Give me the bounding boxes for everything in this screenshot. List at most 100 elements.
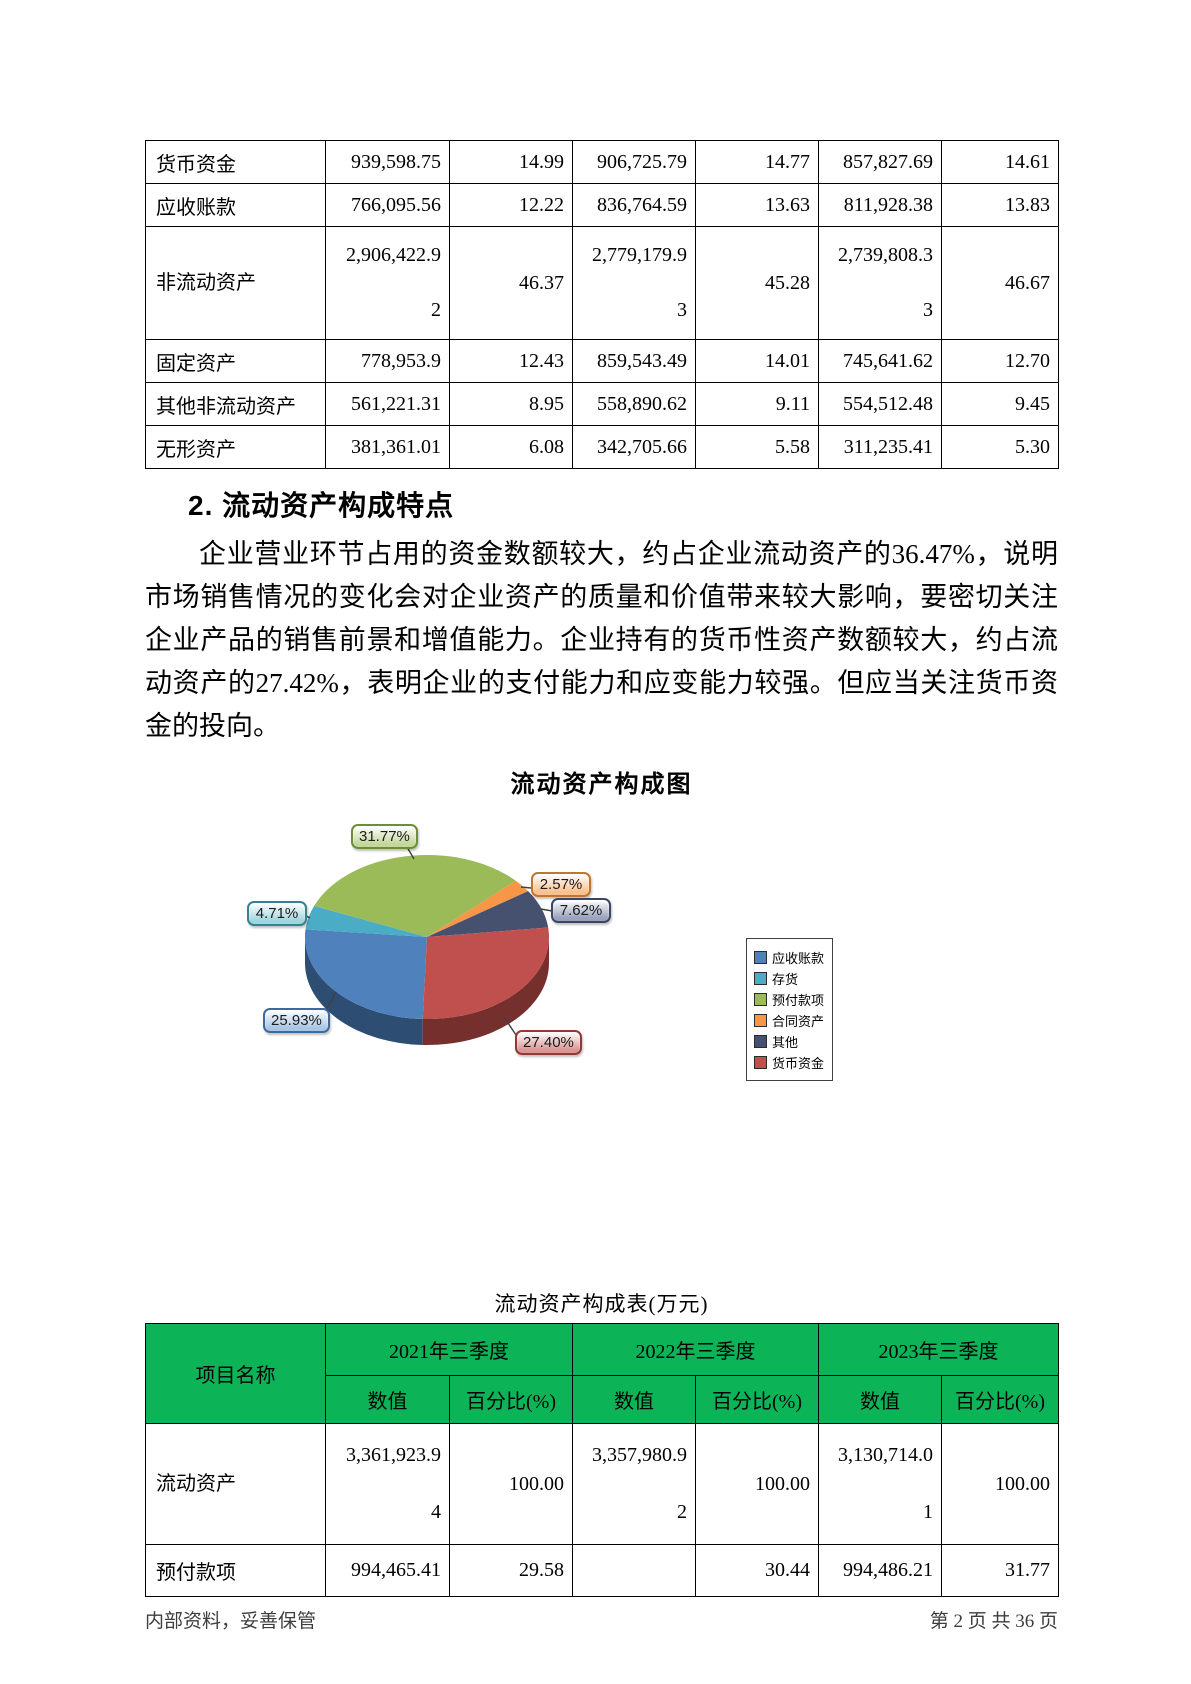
legend-item: 其他 — [754, 1031, 832, 1052]
current-asset-structure-table: 项目名称 2021年三季度 2022年三季度 2023年三季度 数值 百分比(%… — [145, 1323, 1059, 1597]
legend-label: 货币资金 — [772, 1056, 825, 1071]
legend-swatch-icon — [754, 1035, 767, 1048]
table-cell: 45.28 — [695, 226, 819, 340]
table-cell: 6.08 — [449, 425, 573, 469]
footer-confidential-note: 内部资料，妥善保管 — [145, 1611, 317, 1632]
row-label: 应收账款 — [145, 183, 326, 227]
table-cell: 14.77 — [695, 140, 819, 184]
table-cell: 766,095.56 — [325, 183, 450, 227]
row-label: 固定资产 — [145, 339, 326, 383]
table-cell: 857,827.69 — [818, 140, 942, 184]
col-header-2021: 2021年三季度 — [325, 1323, 573, 1376]
table-cell: 12.22 — [449, 183, 573, 227]
section-paragraph: 企业营业环节占用的资金数额较大，约占企业流动资产的36.47%，说明市场销售情况… — [145, 539, 1058, 741]
col-header-2022: 2022年三季度 — [572, 1323, 819, 1376]
asset-structure-table: 货币资金 939,598.75 14.99 906,725.79 14.77 857,82… — [145, 140, 1059, 469]
table-cell: 554,512.48 — [818, 382, 942, 426]
chart-legend: 应收账款存货预付款项合同资产其他货币资金 — [746, 938, 833, 1081]
col-header-value: 数值 — [572, 1375, 696, 1424]
legend-swatch-icon — [754, 993, 767, 1006]
table-cell: 859,543.49 — [572, 339, 696, 383]
legend-label: 合同资产 — [772, 1014, 825, 1029]
col-header-2023: 2023年三季度 — [818, 1323, 1059, 1376]
col-header-pct: 百分比(%) — [449, 1375, 573, 1424]
table-cell: 14.01 — [695, 339, 819, 383]
table-cell: 939,598.75 — [325, 140, 450, 184]
table-cell: 31.77 — [941, 1544, 1059, 1597]
pie-slice — [427, 880, 529, 937]
legend-label: 应收账款 — [772, 951, 825, 966]
col-header-value: 数值 — [818, 1375, 942, 1424]
legend-swatch-icon — [754, 1014, 767, 1027]
table-cell: 2,906,422.9 2 — [325, 226, 450, 340]
table-cell: 30.44 — [695, 1544, 819, 1597]
footer-page-number: 第 2 页 共 36 页 — [929, 1611, 1058, 1632]
col-header-item: 项目名称 — [145, 1323, 326, 1424]
pie-callout-line — [520, 886, 532, 889]
col-header-pct: 百分比(%) — [941, 1375, 1059, 1424]
pie-slice — [314, 854, 516, 937]
pie-label-prepayments: 31.77% — [351, 824, 418, 849]
table-cell: 100.00 — [695, 1423, 819, 1545]
table-cell: 5.30 — [941, 425, 1059, 469]
legend-label: 预付款项 — [772, 993, 825, 1008]
table-row: 固定资产 778,953.9 12.43 859,543.49 14.01 745,641… — [145, 339, 1059, 383]
pie-slice — [427, 891, 549, 937]
table-cell: 994,465.41 — [325, 1544, 450, 1597]
row-label: 非流动资产 — [145, 226, 326, 340]
table-cell: 3,361,923.9 4 — [325, 1423, 450, 1545]
table-cell: 5.58 — [695, 425, 819, 469]
table-cell: 2,779,179.9 3 — [572, 226, 696, 340]
pie-chart-canvas — [298, 846, 553, 1046]
row-label: 无形资产 — [145, 425, 326, 469]
section-heading: 2. 流动资产构成特点 — [188, 490, 455, 521]
pie-slice — [422, 927, 550, 1020]
table-cell: 2,739,808.3 3 — [818, 226, 942, 340]
table-cell: 836,764.59 — [572, 183, 696, 227]
pie-callout-line — [406, 846, 415, 860]
legend-swatch-icon — [754, 1056, 767, 1069]
table-cell: 311,235.41 — [818, 425, 942, 469]
table-row: 非流动资产 2,906,422.9 2 46.37 2,779,179.9 3 45.28 2… — [145, 226, 1059, 340]
table-row: 其他非流动资产 561,221.31 8.95 558,890.62 9.11 554,5… — [145, 382, 1059, 426]
row-label: 其他非流动资产 — [145, 382, 326, 426]
table-cell: 381,361.01 — [325, 425, 450, 469]
legend-item: 预付款项 — [754, 989, 832, 1010]
table-cell: 12.70 — [941, 339, 1059, 383]
table-cell: 9.11 — [695, 382, 819, 426]
legend-item: 应收账款 — [754, 947, 832, 968]
table-cell: 745,641.62 — [818, 339, 942, 383]
table-cell — [572, 1544, 696, 1597]
legend-item: 合同资产 — [754, 1010, 832, 1031]
pie-slice — [304, 929, 427, 1019]
chart-title: 流动资产构成图 — [510, 772, 693, 798]
legend-swatch-icon — [754, 951, 767, 964]
table-cell: 994,486.21 — [818, 1544, 942, 1597]
table-cell: 29.58 — [449, 1544, 573, 1597]
table-cell: 14.61 — [941, 140, 1059, 184]
table-cell: 100.00 — [449, 1423, 573, 1545]
col-header-pct: 百分比(%) — [695, 1375, 819, 1424]
col-header-value: 数值 — [325, 1375, 450, 1424]
bottom-table-title: 流动资产构成表(万元) — [494, 1292, 709, 1316]
table-cell: 13.83 — [941, 183, 1059, 227]
table-row: 应收账款 766,095.56 12.22 836,764.59 13.63 811,92… — [145, 183, 1059, 227]
legend-swatch-icon — [754, 972, 767, 985]
table-cell: 8.95 — [449, 382, 573, 426]
row-label: 预付款项 — [145, 1544, 326, 1597]
legend-item: 存货 — [754, 968, 832, 989]
pie-slice — [304, 937, 423, 1045]
table-cell: 9.45 — [941, 382, 1059, 426]
table-cell: 46.67 — [941, 226, 1059, 340]
legend-item: 货币资金 — [754, 1052, 832, 1073]
pie-label-other: 7.62% — [551, 898, 611, 923]
table-cell: 46.37 — [449, 226, 573, 340]
pie-label-cash: 27.40% — [515, 1030, 582, 1055]
table-cell: 14.99 — [449, 140, 573, 184]
table-row: 流动资产 3,361,923.9 4 100.00 3,357,980.9 2 100.00… — [145, 1423, 1059, 1545]
table-row: 货币资金 939,598.75 14.99 906,725.79 14.77 857,82… — [145, 140, 1059, 184]
row-label: 流动资产 — [145, 1423, 326, 1545]
table-cell: 12.43 — [449, 339, 573, 383]
legend-label: 其他 — [772, 1035, 799, 1050]
pie-slice — [422, 937, 549, 1046]
